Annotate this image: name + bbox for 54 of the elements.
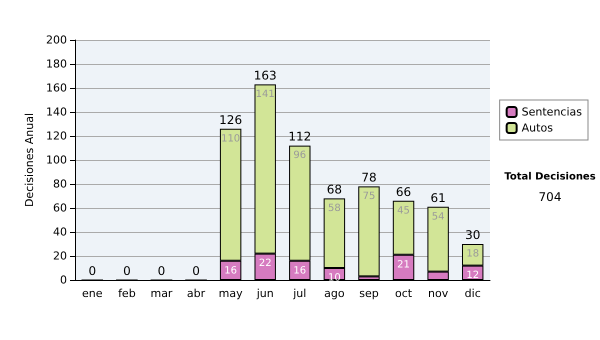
total-label: 112 <box>288 130 312 144</box>
y-tick-label: 100 <box>46 154 67 166</box>
data-label: 58 <box>328 202 341 214</box>
y-axis-title: Decisiones Anual <box>23 112 36 208</box>
total-label: 0 <box>88 264 96 278</box>
y-tick-label: 0 <box>60 274 67 286</box>
data-label: 16 <box>293 265 306 276</box>
total-label: 0 <box>123 264 131 278</box>
total-label: 61 <box>430 190 446 205</box>
legend-label: Autos <box>522 122 554 134</box>
y-tick-label: 200 <box>46 34 67 46</box>
data-label: 110 <box>221 133 240 144</box>
y-tick-label: 120 <box>46 130 67 142</box>
data-label: 96 <box>293 150 306 162</box>
x-tick-label: ene <box>82 287 103 300</box>
total-label: 66 <box>396 184 412 199</box>
y-tick-label: 140 <box>46 106 67 118</box>
data-label: 21 <box>397 259 410 270</box>
total-label: 163 <box>254 68 277 82</box>
legend-label: Sentencias <box>522 106 582 118</box>
data-label: 54 <box>432 211 444 222</box>
data-label: 75 <box>362 190 376 202</box>
y-tick-label: 40 <box>53 226 67 238</box>
x-tick-label: abr <box>186 287 206 300</box>
total-label: 0 <box>192 264 200 278</box>
x-tick-label: mar <box>150 287 173 300</box>
data-label: 22 <box>258 258 272 270</box>
total-label: 68 <box>326 182 342 196</box>
data-label: 12 <box>466 270 480 282</box>
text: 704 <box>538 190 562 204</box>
data-label: 141 <box>256 88 275 100</box>
total-label: 78 <box>361 170 377 184</box>
x-tick-label: may <box>218 287 244 300</box>
x-tick-label: oct <box>394 287 413 300</box>
y-tick-label: 180 <box>46 58 67 70</box>
x-tick-label: nov <box>428 287 449 300</box>
total-label: 30 <box>465 228 480 242</box>
data-label: 16 <box>224 265 237 276</box>
x-tick-label: dic <box>464 287 481 300</box>
data-label: 45 <box>397 205 410 216</box>
total-label: 126 <box>219 112 242 127</box>
total-label: 0 <box>158 264 166 278</box>
x-tick-label: ago <box>324 287 345 300</box>
bar <box>358 186 380 276</box>
y-tick-label: 20 <box>53 250 67 262</box>
y-tick-label: 80 <box>53 178 67 190</box>
x-tick-label: sep <box>359 287 379 300</box>
data-label: 18 <box>466 248 480 260</box>
y-tick-label: 60 <box>53 202 67 214</box>
x-tick-label: jun <box>256 287 274 300</box>
x-tick-label: feb <box>118 287 136 300</box>
text: Total Decisiones <box>504 172 596 182</box>
y-tick-label: 160 <box>46 82 67 94</box>
x-tick-label: jul <box>292 287 306 300</box>
